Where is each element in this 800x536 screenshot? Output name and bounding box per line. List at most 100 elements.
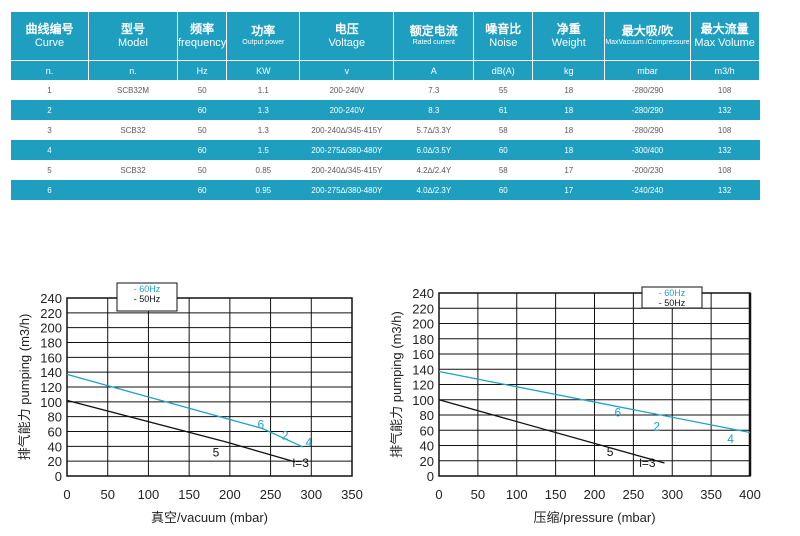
table-cell: 18 bbox=[533, 140, 606, 160]
table-cell: 2 bbox=[11, 100, 89, 120]
header-en: Rated current bbox=[412, 38, 456, 46]
x-tick-label: 200 bbox=[584, 487, 606, 502]
spec-table: 曲线编号 Curve 型号 Model 频率 frequency 功率 Output powe… bbox=[11, 12, 760, 200]
table-cell: 6.0∆/3.5Y bbox=[394, 140, 475, 160]
y-tick-label: 240 bbox=[40, 291, 62, 306]
legend-entry: - 50Hz bbox=[659, 298, 686, 308]
x-tick-label: 200 bbox=[219, 487, 241, 502]
table-cell: 61 bbox=[474, 100, 534, 120]
y-tick-label: 40 bbox=[420, 439, 434, 454]
table-unit-cell: dB(A) bbox=[474, 60, 534, 80]
table-cell: 50 bbox=[178, 120, 228, 140]
table-unit-cell: kg bbox=[533, 60, 606, 80]
header-en: Max Volume bbox=[694, 36, 755, 49]
y-tick-label: 160 bbox=[412, 347, 434, 362]
y-tick-label: 20 bbox=[420, 454, 434, 469]
series-line-60hz bbox=[66, 373, 304, 448]
table-cell: 60 bbox=[178, 140, 228, 160]
table-cell: 108 bbox=[690, 80, 760, 100]
curve-number-label: 6 bbox=[257, 418, 264, 432]
legend-box bbox=[641, 286, 703, 309]
table-cell: -280/290 bbox=[605, 100, 691, 120]
table-unit-cell: mbar bbox=[605, 60, 691, 80]
table-row: 2 60 1.3 200-240V 8.3 61 18 -280/290 132 bbox=[11, 100, 760, 120]
table-cell: 17 bbox=[533, 180, 606, 200]
header-en: Noise bbox=[489, 36, 518, 49]
table-header-cell: 额定电流 Rated current bbox=[394, 12, 475, 60]
y-tick-label: 120 bbox=[412, 378, 434, 393]
table-cell: 1.3 bbox=[227, 100, 301, 120]
curve-number-label: 5 bbox=[607, 445, 614, 459]
table-cell: 60 bbox=[178, 180, 228, 200]
y-tick-label: 80 bbox=[420, 408, 434, 423]
y-tick-label: 220 bbox=[412, 301, 434, 316]
series-line-50hz bbox=[438, 399, 665, 464]
x-tick-label: 250 bbox=[623, 487, 645, 502]
table-cell: 132 bbox=[690, 100, 760, 120]
header-en: Curve bbox=[34, 36, 65, 49]
curve-number-label: 5 bbox=[213, 446, 220, 460]
header-zh: 型号 bbox=[120, 21, 145, 36]
table-header-cell: 最大流量 Max Volume bbox=[690, 12, 760, 60]
y-tick-label: 140 bbox=[40, 365, 62, 380]
table-cell: 1.3 bbox=[227, 120, 301, 140]
table-cell: 200-240V bbox=[300, 100, 395, 120]
table-cell: -200/230 bbox=[605, 160, 691, 180]
table-row: 5 SCB32 50 0.85 200-240∆/345-415Y 4.2∆/2.4Y 58… bbox=[11, 160, 760, 180]
table-cell: 50 bbox=[178, 160, 228, 180]
table-header-cell: 功率 Output power bbox=[227, 12, 301, 60]
y-tick-label: 60 bbox=[48, 425, 62, 440]
x-axis-label: 压缩/pressure (mbar) bbox=[533, 510, 655, 525]
table-cell: 17 bbox=[533, 160, 606, 180]
header-en: MaxVacuum /Compressure bbox=[605, 38, 690, 46]
x-tick-label: 100 bbox=[506, 487, 528, 502]
table-cell: 4.0∆/2.3Y bbox=[394, 180, 475, 200]
table-cell: SCB32M bbox=[89, 80, 178, 100]
curve-number-label: l=3 bbox=[639, 456, 656, 470]
table-cell: 5 bbox=[11, 160, 89, 180]
table-header-cell: 电压 Voltage bbox=[300, 12, 395, 60]
y-tick-label: 220 bbox=[40, 306, 62, 321]
header-zh: 最大流量 bbox=[700, 21, 749, 36]
y-axis-label: 排气能力 pumping (m3/h) bbox=[389, 311, 404, 458]
table-cell: 4 bbox=[11, 140, 89, 160]
curve-number-label: l=3 bbox=[293, 456, 310, 470]
table-cell bbox=[89, 180, 178, 200]
table-unit-cell: A bbox=[394, 60, 475, 80]
y-tick-label: 0 bbox=[55, 469, 62, 484]
x-tick-label: 50 bbox=[471, 487, 485, 502]
series-line-50hz bbox=[66, 399, 296, 463]
table-cell: 1.1 bbox=[227, 80, 301, 100]
header-en: frequency bbox=[178, 36, 227, 49]
x-axis-label: 真空/vacuum (mbar) bbox=[151, 510, 268, 525]
table-cell: -240/240 bbox=[605, 180, 691, 200]
table-unit-cell: Hz bbox=[178, 60, 228, 80]
table-cell: 8.3 bbox=[394, 100, 475, 120]
table-unit-cell: v bbox=[300, 60, 395, 80]
table-cell: 58 bbox=[474, 120, 534, 140]
y-tick-label: 160 bbox=[40, 350, 62, 365]
table-cell: 108 bbox=[690, 120, 760, 140]
table-cell: SCB32 bbox=[89, 160, 178, 180]
table-cell: 132 bbox=[690, 140, 760, 160]
x-tick-label: 250 bbox=[260, 487, 282, 502]
header-zh: 电压 bbox=[334, 21, 359, 36]
y-tick-label: 100 bbox=[40, 395, 62, 410]
legend-entry: - 50Hz bbox=[134, 294, 161, 304]
header-zh: 频率 bbox=[190, 21, 215, 36]
y-tick-label: 0 bbox=[427, 469, 434, 484]
curve-number-label: 4 bbox=[305, 435, 312, 449]
header-zh: 曲线编号 bbox=[25, 21, 74, 36]
table-cell: 7.3 bbox=[394, 80, 475, 100]
header-en: Voltage bbox=[328, 36, 366, 49]
curve-number-label: 6 bbox=[614, 406, 621, 420]
table-cell: 60 bbox=[474, 180, 534, 200]
header-zh: 净重 bbox=[556, 21, 581, 36]
table-header-cell: 最大吸/吹 MaxVacuum /Compressure bbox=[605, 12, 691, 60]
y-tick-label: 180 bbox=[40, 336, 62, 351]
x-tick-label: 400 bbox=[739, 487, 761, 502]
table-cell bbox=[89, 100, 178, 120]
table-cell: 200-275∆/380-480Y bbox=[300, 140, 395, 160]
y-tick-label: 180 bbox=[412, 332, 434, 347]
